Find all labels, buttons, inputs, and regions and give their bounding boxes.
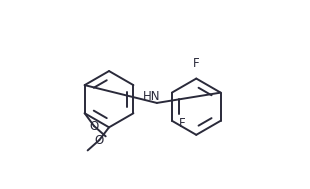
Text: HN: HN (143, 90, 160, 103)
Text: F: F (179, 117, 185, 130)
Text: O: O (90, 119, 99, 132)
Text: O: O (95, 134, 104, 147)
Text: F: F (193, 57, 200, 70)
